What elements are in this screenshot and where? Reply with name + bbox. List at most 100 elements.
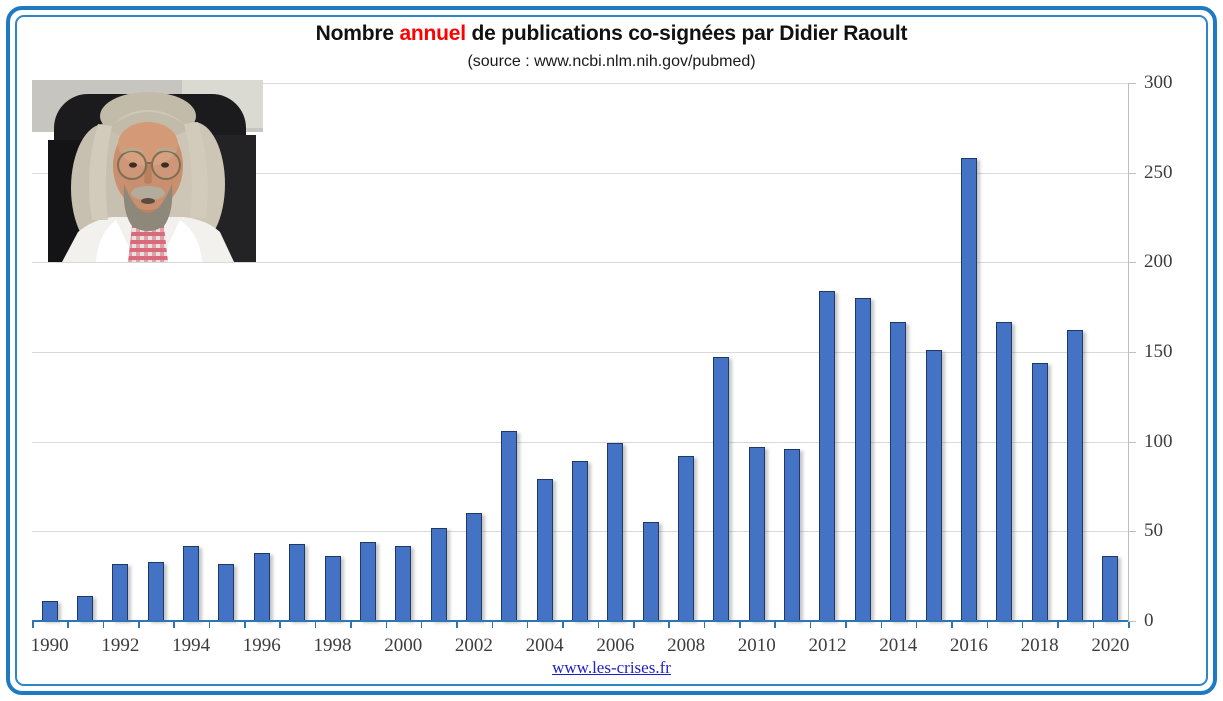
bar-2012: [819, 291, 836, 621]
x-axis-tick: [173, 622, 175, 628]
x-tick-label-2002: 2002: [454, 635, 493, 656]
y-axis-tick: [1128, 262, 1136, 264]
bar-2020: [1102, 556, 1119, 621]
x-axis-tick: [915, 622, 918, 628]
bar-2011: [784, 448, 801, 621]
title-highlight: annuel: [399, 22, 466, 45]
bar-2014: [890, 321, 907, 621]
x-axis-tick: [102, 622, 105, 628]
x-tick-label-1996: 1996: [242, 635, 281, 656]
x-axis-tick: [420, 622, 423, 628]
x-tick-label-2006: 2006: [596, 635, 635, 656]
portrait-illustration: [32, 80, 263, 262]
x-axis-tick: [279, 622, 281, 628]
x-axis-tick: [138, 622, 140, 628]
y-axis-tick: [1128, 83, 1136, 84]
x-tick-label-1994: 1994: [172, 635, 211, 656]
x-axis-tick: [880, 622, 883, 628]
gridline-150: [32, 352, 1128, 353]
bar-2005: [572, 461, 588, 621]
y-axis-tick: [1128, 531, 1136, 533]
x-axis-tick: [951, 622, 953, 628]
bar-2009: [713, 357, 730, 621]
y-tick-label-0: 0: [1144, 610, 1154, 631]
bar-1993: [147, 561, 164, 621]
y-tick-label-200: 200: [1144, 251, 1173, 273]
bar-1999: [359, 542, 376, 621]
x-axis-tick: [350, 622, 352, 628]
x-axis-tick: [845, 622, 847, 628]
gridline-200: [32, 262, 1128, 264]
bar-1997: [289, 543, 306, 621]
x-tick-label-2008: 2008: [667, 635, 706, 656]
bar-1991: [77, 595, 94, 621]
bar-2019: [1066, 330, 1083, 621]
x-axis-tick: [1092, 622, 1095, 628]
bar-1998: [324, 556, 341, 621]
bar-2016: [960, 158, 977, 621]
x-tick-label-2012: 2012: [808, 635, 847, 656]
bar-2013: [854, 298, 871, 621]
bar-2017: [996, 321, 1013, 621]
footer: www.les-crises.fr: [0, 658, 1223, 678]
x-axis-tick: [526, 622, 529, 628]
x-axis-tick: [67, 622, 69, 628]
bar-chart-plot-area: 1990 1992 1994 1996 1998 2000 2002 2004 2006 2008…: [31, 72, 1173, 656]
y-axis-tick: [1128, 172, 1136, 174]
x-tick-label-2000: 2000: [384, 635, 423, 656]
x-tick-label-2020: 2020: [1091, 635, 1130, 656]
x-axis-tick: [314, 622, 317, 628]
x-axis-tick: [385, 622, 388, 628]
bar-2018: [1031, 362, 1048, 621]
les-crises-link[interactable]: www.les-crises.fr: [552, 658, 671, 677]
bar-2003: [501, 430, 518, 621]
x-axis-tick: [986, 622, 989, 628]
gridline-100: [32, 441, 1128, 443]
x-axis-tick: [1057, 622, 1059, 628]
bar-2007: [642, 522, 659, 621]
x-axis-tick: [1128, 622, 1130, 628]
y-axis-tick: [1128, 621, 1136, 622]
didier-raoult-photo: [32, 80, 263, 262]
y-tick-label-300: 300: [1144, 72, 1173, 93]
bar-2001: [430, 527, 447, 621]
bar-1992: [112, 563, 129, 621]
bar-2006: [607, 443, 624, 621]
y-tick-label-150: 150: [1144, 341, 1173, 362]
x-axis-line: [32, 620, 1128, 622]
y-tick-label-250: 250: [1144, 161, 1173, 183]
bar-2004: [536, 479, 553, 621]
x-axis-tick: [244, 622, 246, 628]
x-axis-tick: [809, 622, 812, 628]
x-axis-tick: [491, 622, 494, 628]
y-tick-label-100: 100: [1144, 430, 1173, 452]
page-title: Nombre annuel de publications co-signées…: [0, 22, 1223, 46]
bar-2002: [465, 513, 482, 621]
bar-1990: [41, 601, 58, 621]
y-axis-tick: [1128, 441, 1136, 443]
x-axis-tick: [774, 622, 776, 628]
bar-1994: [183, 545, 200, 621]
x-tick-label-2014: 2014: [879, 635, 918, 656]
x-axis-tick: [597, 622, 600, 628]
title-suffix: de publications co-signées par Didier Ra…: [465, 22, 908, 45]
x-tick-label-1992: 1992: [101, 635, 140, 656]
x-axis-tick: [633, 622, 635, 628]
x-axis-tick: [562, 622, 564, 628]
x-axis-tick: [703, 622, 706, 628]
bar-2015: [925, 350, 942, 621]
bar-2008: [678, 456, 695, 621]
bar-2000: [395, 545, 412, 621]
x-tick-label-1998: 1998: [313, 635, 352, 656]
gridline-250: [32, 172, 1128, 174]
x-axis-tick: [208, 622, 211, 628]
x-tick-label-2018: 2018: [1020, 635, 1059, 656]
bar-1996: [253, 552, 270, 621]
bar-2010: [748, 447, 765, 621]
gridline-300: [32, 83, 1128, 84]
title-prefix: Nombre: [315, 22, 400, 45]
x-axis-tick: [739, 622, 741, 628]
x-tick-label-2016: 2016: [949, 635, 988, 656]
x-tick-label-2010: 2010: [737, 635, 776, 656]
